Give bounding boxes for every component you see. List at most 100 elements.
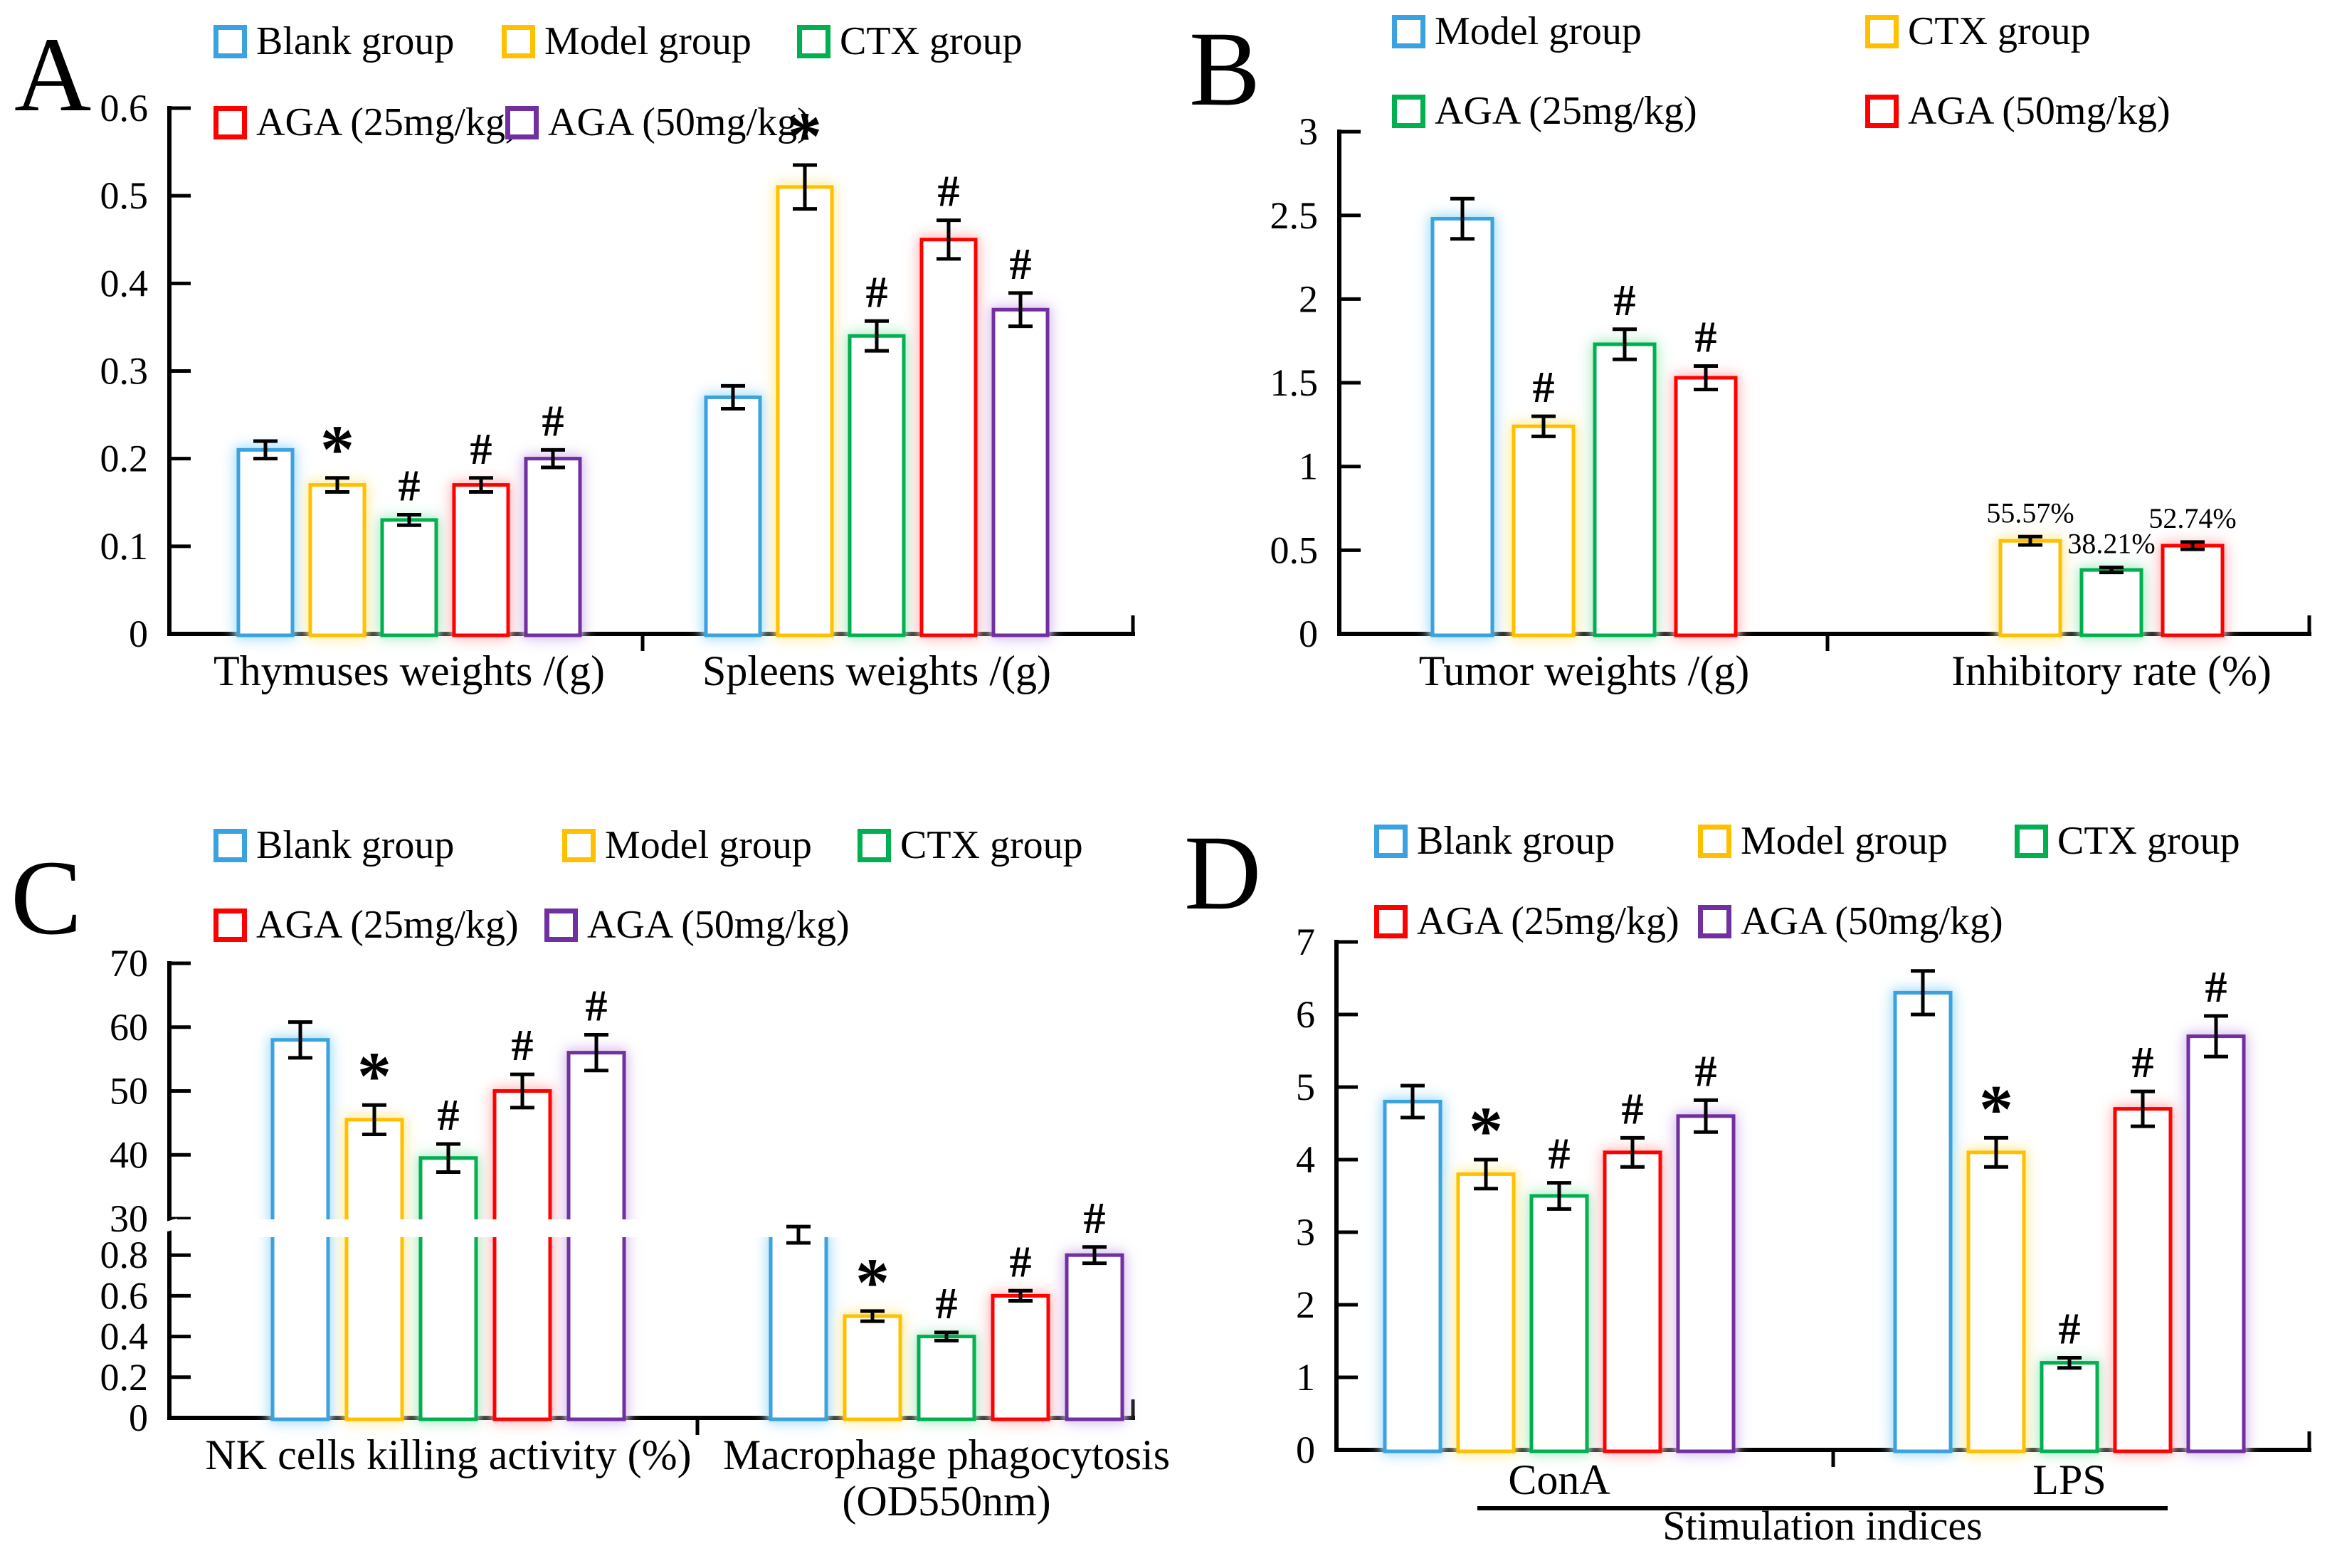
legend-item-model-group: Model group	[1392, 11, 1642, 51]
bar	[1512, 424, 1576, 637]
y-tick-label: 70	[110, 942, 148, 985]
panel-letter: A	[14, 16, 92, 134]
legend-label: Model group	[1435, 9, 1642, 53]
error-bar	[937, 218, 961, 261]
error-bar	[1694, 1098, 1718, 1134]
category-label: Inhibitory rate (%)	[1951, 647, 2272, 694]
category-label: Thymuses weights /(g)	[213, 647, 605, 694]
bar	[1430, 216, 1494, 637]
sig-hash: #	[2132, 1039, 2154, 1087]
error-bar	[2099, 566, 2124, 575]
error-bar	[2180, 540, 2205, 551]
legend-label: AGA (25mg/kg)	[1435, 89, 1697, 133]
category-label: Tumor weights /(g)	[1419, 647, 1749, 694]
y-tick-label: 0.6	[100, 87, 149, 129]
bar	[2079, 568, 2143, 637]
category-label: (OD550nm)	[842, 1478, 1050, 1525]
bar	[917, 1335, 976, 1421]
bar	[776, 185, 834, 637]
legend-label: CTX group	[1908, 9, 2091, 53]
legend-label: AGA (50mg/kg)	[1741, 899, 2003, 943]
error-bar	[793, 163, 817, 211]
error-bar	[253, 439, 278, 461]
sig-hash: #	[1533, 364, 1555, 412]
legend-item-ctx-group: CTX group	[1865, 11, 2091, 51]
sig-hash: #	[1010, 1238, 1032, 1286]
sig-hash: #	[586, 982, 608, 1031]
sig-hash: #	[936, 1280, 958, 1328]
bar	[2113, 1107, 2173, 1453]
bar	[236, 447, 295, 637]
value-label: 55.57%	[1986, 497, 2074, 529]
bar	[2040, 1361, 2099, 1453]
legend-swatch-icon	[858, 828, 891, 862]
legend-label: Model group	[605, 823, 812, 867]
legend-label: Model group	[1741, 819, 1948, 863]
category-label: Spleens weights /(g)	[702, 647, 1051, 694]
sig-hash: #	[399, 462, 421, 510]
bar	[1674, 376, 1738, 637]
sig-hash: #	[1010, 240, 1032, 289]
value-label: 52.74%	[2148, 502, 2236, 534]
error-bar	[1008, 1288, 1033, 1303]
panel-letter: C	[11, 839, 83, 957]
error-bar	[1911, 969, 1935, 1017]
sig-hash: #	[866, 268, 888, 317]
error-bar	[2204, 1014, 2228, 1059]
error-bar	[362, 1103, 386, 1137]
y-tick-label: 0.5	[100, 174, 149, 217]
legend-item-model-group: Model group	[1698, 821, 1948, 861]
error-bar	[584, 1033, 608, 1073]
error-bar	[1984, 1135, 2008, 1169]
error-bar	[1450, 196, 1475, 241]
sig-star: *	[855, 1244, 890, 1320]
legend-label: AGA (25mg/kg)	[256, 903, 519, 947]
y-tick-label: 3	[1299, 110, 1318, 153]
sig-hash: #	[2205, 963, 2227, 1012]
y-tick-label: 0	[129, 613, 148, 655]
error-bar	[786, 1224, 811, 1245]
error-bar	[1547, 1181, 1571, 1211]
category-label: NK cells killing activity (%)	[205, 1431, 691, 1478]
legend-item-blank-group: Blank group	[213, 21, 454, 61]
panel-letter: B	[1189, 10, 1261, 128]
y-tick-label: 0.5	[1270, 529, 1319, 571]
error-bar	[288, 1020, 312, 1060]
chart-B: 0 0.5 1 1.5 2 2.5 3 Tumor weights /(g) Inhibitor…	[1270, 110, 2311, 694]
legend-item-aga-50mg-kg-: AGA (50mg/kg)	[544, 905, 850, 945]
legend-swatch-icon	[1392, 14, 1425, 48]
legend-swatch-icon	[213, 908, 247, 942]
legend-label: Blank group	[256, 19, 455, 63]
bar	[848, 334, 906, 637]
legend-item-ctx-group: CTX group	[2015, 821, 2240, 861]
legend-label: CTX group	[900, 823, 1083, 867]
error-bar	[1401, 1084, 1425, 1120]
bar	[1529, 1194, 1589, 1453]
bar	[452, 483, 510, 637]
axis-break-icon	[159, 1218, 180, 1234]
error-bar	[436, 1142, 460, 1174]
legend-label: AGA (50mg/kg)	[587, 903, 850, 947]
legend-label: AGA (25mg/kg)	[256, 100, 519, 144]
sig-hash: #	[938, 168, 960, 216]
y-tick-label: 0.4	[100, 262, 149, 304]
legend-label: Blank group	[256, 823, 455, 867]
category-label: ConA	[1508, 1456, 1610, 1503]
sig-hash: #	[470, 425, 492, 474]
legend-label: CTX group	[2057, 819, 2240, 863]
sig-star: *	[320, 411, 354, 487]
bar	[418, 1156, 478, 1421]
legend-swatch-icon	[1698, 824, 1731, 858]
bar	[1676, 1114, 1736, 1453]
legend-item-aga-50mg-kg-: AGA (50mg/kg)	[1698, 901, 2003, 941]
error-bar	[1082, 1245, 1107, 1266]
sig-hash: #	[2059, 1305, 2081, 1353]
error-bar	[934, 1330, 959, 1342]
y-tick-label: 5	[1296, 1066, 1315, 1108]
legend-swatch-icon	[797, 24, 830, 58]
sig-hash: #	[438, 1091, 460, 1140]
y-tick-label: 4	[1296, 1138, 1315, 1181]
y-tick-label: 40	[110, 1133, 148, 1176]
error-bar	[325, 476, 349, 494]
error-bar	[2057, 1355, 2082, 1370]
